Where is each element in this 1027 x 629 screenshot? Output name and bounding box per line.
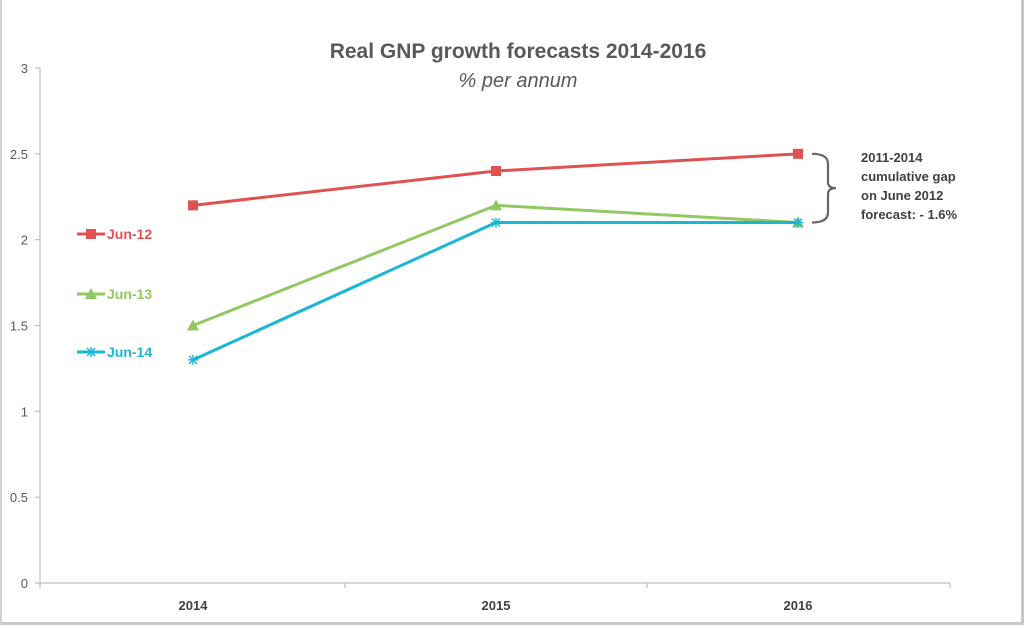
y-tick-label: 1.5	[10, 319, 28, 334]
legend-item-jun-13: Jun-13	[77, 286, 152, 302]
series-line	[192, 221, 798, 362]
series-jun-14	[188, 217, 803, 365]
chart-subtitle: % per annum	[459, 70, 578, 92]
series-line	[192, 152, 799, 207]
legend: Jun-12 Jun-13 Jun-14	[77, 226, 152, 360]
square-marker	[86, 229, 96, 239]
x-tick-label: 2014	[179, 598, 209, 613]
square-marker	[491, 166, 501, 176]
square-marker	[793, 148, 803, 159]
legend-label: Jun-14	[107, 344, 152, 360]
annotation-text-line: 2011-2014	[861, 150, 923, 165]
annotation-text-line: forecast: - 1.6%	[861, 207, 958, 222]
x-tick-label: 2015	[482, 598, 511, 613]
star-marker	[188, 354, 198, 365]
bracket-shape	[811, 152, 837, 224]
y-tick-label: 3	[21, 61, 28, 76]
square-marker	[188, 200, 198, 211]
annotation-text-line: cumulative gap	[861, 169, 956, 184]
y-tick-label: 0	[21, 576, 28, 591]
legend-item-jun-14: Jun-14	[77, 344, 152, 360]
triangle-marker	[187, 319, 199, 331]
axes: 0 0.5 1 1.5 2 2.5 3 2014 2015 2016	[10, 61, 951, 613]
y-tick-label: 2	[21, 233, 28, 248]
legend-item-jun-12: Jun-12	[77, 226, 152, 242]
y-tick-label: 0.5	[10, 490, 28, 505]
triangle-marker	[85, 288, 97, 299]
annotation-text-line: on June 2012	[861, 188, 943, 203]
chart-title: Real GNP growth forecasts 2014-2016	[330, 40, 707, 63]
star-marker	[86, 347, 96, 357]
star-marker	[793, 217, 803, 228]
series-jun-12	[188, 148, 803, 211]
star-marker	[491, 217, 501, 228]
series-layer	[187, 148, 804, 365]
x-tick-label: 2016	[784, 598, 813, 613]
annotation: 2011-2014 cumulative gap on June 2012 forec…	[811, 150, 958, 224]
y-tick-label: 2.5	[10, 147, 28, 162]
y-tick-label: 1	[21, 404, 28, 419]
legend-label: Jun-13	[107, 286, 152, 302]
triangle-marker	[490, 199, 502, 211]
legend-label: Jun-12	[107, 226, 152, 242]
